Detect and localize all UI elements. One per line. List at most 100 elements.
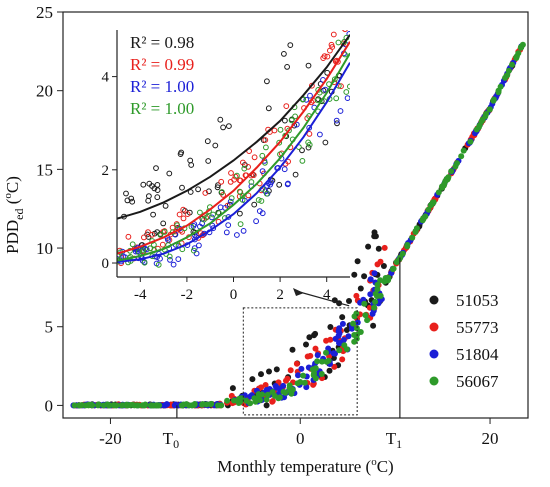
inset-point-51053 — [140, 181, 147, 188]
point-56067 — [318, 371, 325, 377]
inset-point-51053 — [299, 147, 305, 154]
inset-point-51804 — [303, 96, 310, 103]
point-56067 — [301, 379, 308, 386]
inset-point-51053 — [276, 181, 283, 188]
inset-chart: -4 -2 0 2 4 0 2 4 R² = 0.98 R² = 0.99 R² = 1.00 R² … — [102, 7, 350, 303]
legend: 51053 55773 51804 56067 — [429, 291, 499, 391]
y-axis-label-sub: ed — [12, 209, 26, 220]
inset-point-56067 — [335, 39, 342, 46]
inset-point-51053 — [308, 14, 313, 19]
inset-point-56067 — [201, 216, 207, 223]
fit-curve-55773 — [117, 41, 350, 255]
inset-point-56067 — [277, 126, 284, 133]
inset-point-55773 — [228, 170, 234, 176]
inset-point-51053 — [204, 138, 211, 145]
inset-point-51053 — [123, 190, 129, 197]
inset-x-tick-label: -2 — [181, 287, 194, 303]
inset-point-51804 — [167, 257, 173, 263]
inset-point-51053 — [129, 198, 136, 205]
inset-point-51053 — [237, 210, 243, 217]
inset-point-56067 — [263, 144, 269, 151]
inset-point-55773 — [141, 234, 147, 241]
point-56067 — [513, 55, 520, 61]
inset-point-51804 — [268, 179, 275, 186]
point-56067 — [247, 400, 254, 407]
point-56067 — [310, 372, 317, 379]
inset-point-51053 — [162, 203, 169, 209]
point-51053 — [339, 314, 346, 321]
inset-point-51053 — [188, 162, 195, 168]
point-56067 — [282, 389, 289, 396]
point-56067 — [336, 347, 343, 354]
point-56067 — [218, 402, 225, 409]
inset-point-55773 — [218, 178, 225, 185]
point-51053 — [346, 298, 352, 304]
legend-label-55773: 55773 — [456, 318, 499, 337]
point-51053 — [371, 229, 378, 236]
inset-point-51053 — [153, 165, 159, 172]
point-51804 — [298, 365, 305, 372]
point-56067 — [361, 300, 368, 307]
inset-point-51053 — [282, 117, 288, 124]
point-55773 — [307, 352, 314, 359]
inset-point-51804 — [256, 208, 263, 215]
inset-point-55773 — [262, 137, 269, 143]
inset-point-51053 — [215, 182, 221, 189]
point-51053 — [343, 327, 350, 333]
y-axis-label: PDDed (oC) — [2, 176, 26, 254]
point-56067 — [448, 168, 455, 175]
inset-point-51053 — [154, 187, 161, 194]
point-51053 — [380, 263, 387, 269]
point-51053 — [289, 346, 296, 353]
point-56067 — [385, 274, 392, 281]
x-tick-label: 20 — [482, 429, 499, 448]
inset-point-51053 — [128, 195, 135, 202]
point-56067 — [495, 87, 502, 94]
inset-point-56067 — [236, 188, 243, 195]
y-tick-label: 20 — [36, 82, 53, 101]
point-51053 — [326, 367, 333, 374]
point-55773 — [283, 377, 289, 384]
inset-point-51804 — [196, 242, 202, 249]
inset-point-56067 — [286, 127, 292, 134]
point-51804 — [348, 325, 355, 332]
point-51053 — [273, 366, 280, 373]
inset-point-55773 — [321, 53, 328, 59]
point-56067 — [377, 292, 384, 299]
point-55773 — [377, 258, 384, 265]
inset-point-56067 — [129, 241, 136, 248]
inset-point-51053 — [251, 201, 258, 208]
inset-point-51053 — [205, 158, 212, 164]
inset-point-56067 — [259, 152, 266, 159]
inset-point-56067 — [157, 232, 164, 238]
point-51804 — [314, 352, 321, 359]
inset-point-56067 — [228, 195, 235, 202]
point-55773 — [293, 360, 300, 367]
legend-marker-51804 — [429, 349, 439, 359]
inset-point-55773 — [184, 211, 191, 218]
main-axes-box — [62, 11, 529, 419]
point-51804 — [336, 325, 343, 332]
point-56067 — [237, 395, 244, 402]
inset-point-55773 — [309, 82, 315, 89]
inset-point-51053 — [265, 105, 272, 112]
point-56067 — [372, 298, 379, 305]
point-56067 — [425, 206, 432, 213]
inset-point-51053 — [287, 42, 294, 48]
point-56067 — [95, 401, 102, 408]
inset-point-51053 — [217, 116, 224, 123]
inset-point-51053 — [333, 7, 338, 12]
inset-point-51053 — [195, 186, 202, 193]
inset-point-55773 — [338, 83, 344, 90]
point-56067 — [460, 147, 467, 154]
inset-point-56067 — [219, 189, 225, 195]
inset-point-51804 — [240, 228, 247, 234]
inset-point-56067 — [248, 179, 255, 185]
point-56067 — [263, 396, 270, 403]
inset-x-tick-label: 0 — [230, 287, 238, 303]
point-56067 — [364, 317, 371, 324]
point-56067 — [325, 357, 332, 364]
inset-point-51804 — [253, 218, 260, 225]
inset-point-51053 — [334, 120, 340, 127]
point-56067 — [71, 402, 78, 409]
